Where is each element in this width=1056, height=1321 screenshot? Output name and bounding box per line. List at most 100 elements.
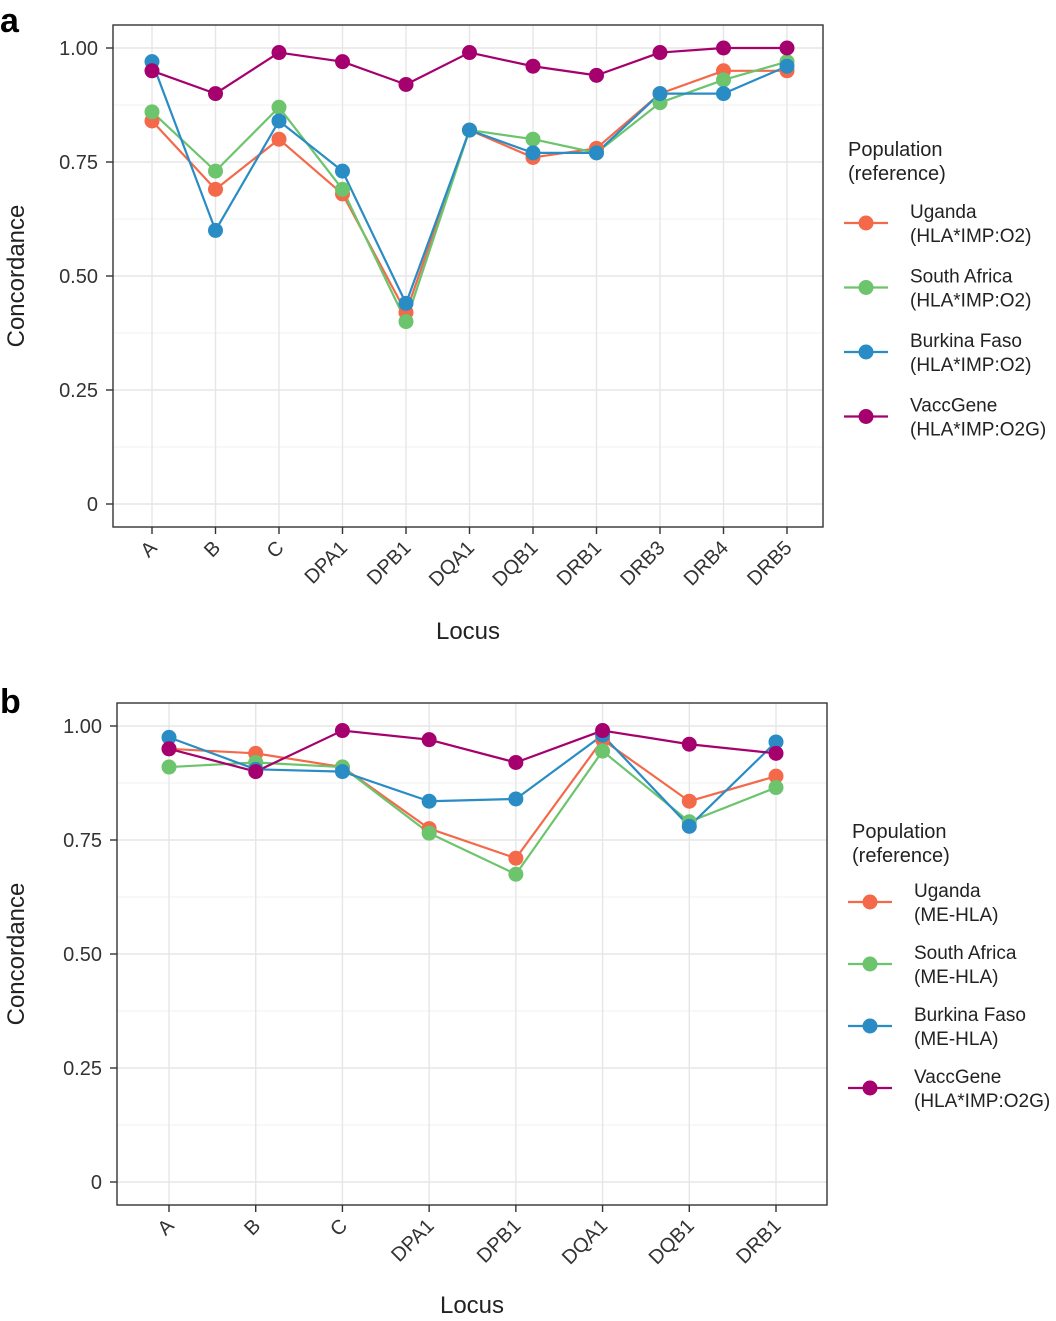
legend-label-uganda: Uganda	[910, 202, 977, 223]
data-point-uganda-c	[271, 131, 287, 147]
x-tick-label-drb5: DRB5	[743, 537, 796, 590]
chart-panel-b: b 0 0.25 0.50 0.75 1.00 A B C DPA1 DPB1 DQA1 DQB1 DRB…	[0, 683, 1050, 1319]
data-point-burkina-faso-c	[334, 764, 350, 780]
x-tick-label-drb1: DRB1	[732, 1215, 785, 1268]
data-point-vaccgene-drb1	[768, 745, 784, 761]
data-point-burkina-faso-drb4	[716, 86, 731, 102]
data-point-south-africa-a	[161, 759, 177, 775]
legend-reference-uganda: (ME-HLA)	[914, 905, 998, 926]
data-point-burkina-faso-dqa1	[462, 122, 477, 138]
data-point-south-africa-dpa1	[335, 181, 350, 197]
data-point-south-africa-dpb1	[508, 866, 524, 882]
x-tick-label-dpa1: DPA1	[301, 537, 352, 588]
chart-panel-a: a00.250.500.751.00A B C DPA1 DPB1 DQA1 DQB1 DRB…	[0, 2, 1046, 645]
x-tick-label-b: B	[240, 1215, 265, 1240]
legend-title: Population	[852, 821, 947, 843]
legend-key-point-south-africa	[858, 280, 874, 295]
x-tick-label-c: C	[326, 1215, 352, 1241]
x-tick-label-c: C	[263, 537, 289, 563]
legend-reference-burkina-faso: (HLA*IMP:O2)	[910, 355, 1031, 376]
series-line-burkina-faso	[168, 734, 777, 828]
data-point-uganda-dqb1	[681, 793, 697, 809]
data-point-burkina-faso-b	[208, 222, 223, 238]
legend-label-burkina-faso: Burkina Faso	[914, 1005, 1026, 1026]
data-point-south-africa-dpa1	[421, 825, 437, 841]
y-axis-title: Concordance	[3, 205, 30, 348]
data-point-south-africa-a	[144, 104, 160, 120]
data-point-burkina-faso-c	[271, 113, 287, 129]
data-point-south-africa-b	[208, 163, 223, 179]
data-point-burkina-faso-dpb1	[398, 295, 414, 311]
data-point-burkina-faso-dpa1	[335, 163, 350, 179]
series-line-uganda	[168, 738, 777, 860]
data-point-south-africa-dpb1	[398, 314, 414, 330]
data-point-burkina-faso-drb3	[652, 86, 668, 102]
y-tick-label: 0.50	[63, 944, 102, 966]
data-point-vaccgene-drb4	[716, 40, 731, 56]
legend-key-point-vaccgene	[858, 409, 874, 424]
legend-key-point-burkina-faso	[862, 1018, 878, 1034]
y-tick-label: 1.00	[59, 38, 98, 60]
data-point-burkina-faso-dqb1	[681, 818, 697, 834]
data-point-vaccgene-b	[208, 86, 223, 102]
data-point-burkina-faso-drb1	[589, 145, 604, 161]
x-tick-label-a: A	[154, 1215, 179, 1240]
y-axis-title: Concordance	[3, 883, 30, 1026]
data-point-vaccgene-dqb1	[681, 736, 697, 752]
legend-reference-uganda: (HLA*IMP:O2)	[910, 226, 1031, 247]
data-point-vaccgene-c	[271, 45, 287, 61]
y-tick-label: 0.75	[63, 830, 102, 852]
data-point-south-africa-dqa1	[595, 743, 611, 759]
x-tick-label-a: A	[137, 537, 162, 562]
data-point-vaccgene-drb3	[652, 45, 668, 61]
legend-label-uganda: Uganda	[914, 881, 981, 902]
legend-key-point-uganda	[862, 894, 878, 910]
data-point-burkina-faso-a	[161, 729, 177, 745]
data-point-vaccgene-drb1	[589, 67, 604, 83]
y-tick-label: 0.25	[63, 1058, 102, 1080]
legend-reference-south-africa: (HLA*IMP:O2)	[910, 291, 1031, 312]
data-point-vaccgene-dpb1	[398, 76, 414, 92]
y-tick-label: 0.25	[59, 380, 98, 402]
data-point-south-africa-dqb1	[525, 131, 541, 147]
x-axis-title: Locus	[436, 618, 500, 645]
data-point-vaccgene-a	[144, 63, 160, 79]
x-tick-label-dpb1: DPB1	[363, 537, 416, 590]
data-point-vaccgene-a	[161, 741, 177, 757]
x-tick-label-dqa1: DQA1	[558, 1215, 612, 1269]
series-line-vaccgene	[168, 729, 777, 773]
legend-reference-vaccgene: (HLA*IMP:O2G)	[910, 420, 1046, 441]
legend-title: Population	[848, 139, 943, 161]
x-tick-label-drb4: DRB4	[680, 537, 733, 590]
y-tick-label: 0	[91, 1172, 102, 1194]
data-point-vaccgene-dqa1	[462, 45, 477, 61]
data-point-vaccgene-dqb1	[525, 58, 541, 74]
data-point-vaccgene-drb5	[779, 40, 795, 56]
data-point-south-africa-drb1	[768, 780, 784, 796]
plot-border	[116, 702, 828, 1206]
legend-title: (reference)	[852, 845, 950, 867]
panel-letter: b	[0, 683, 21, 721]
legend-key-point-south-africa	[862, 956, 878, 972]
y-tick-label: 0	[87, 494, 98, 516]
legend-title: (reference)	[848, 163, 946, 185]
data-point-south-africa-drb4	[716, 72, 731, 88]
data-point-uganda-dpb1	[508, 850, 524, 866]
legend-label-south-africa: South Africa	[910, 267, 1013, 288]
y-tick-label: 1.00	[63, 716, 102, 738]
x-tick-label-b: B	[200, 537, 225, 562]
legend-label-burkina-faso: Burkina Faso	[910, 331, 1022, 352]
legend-key-point-burkina-faso	[858, 344, 874, 360]
data-point-vaccgene-b	[248, 764, 264, 780]
legend-label-vaccgene: VaccGene	[910, 396, 997, 417]
x-axis-title: Locus	[440, 1292, 504, 1319]
x-tick-label-dqa1: DQA1	[425, 537, 479, 591]
x-tick-label-drb3: DRB3	[616, 537, 669, 590]
plot-border	[112, 24, 824, 528]
data-point-vaccgene-dqa1	[595, 723, 611, 739]
data-point-vaccgene-dpb1	[508, 754, 524, 770]
y-tick-label: 0.75	[59, 152, 98, 174]
legend: Population(reference) Uganda (ME-HLA) South…	[848, 821, 1050, 1112]
data-point-burkina-faso-dpa1	[421, 793, 437, 809]
